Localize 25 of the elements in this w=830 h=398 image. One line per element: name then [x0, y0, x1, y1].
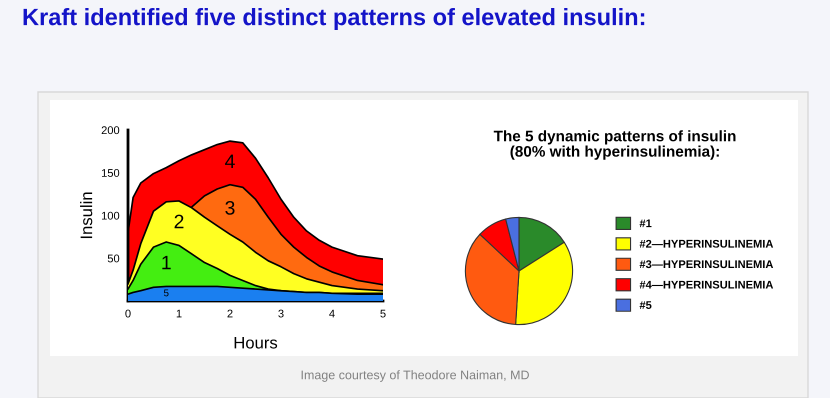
y-axis-title: Insulin [80, 192, 92, 238]
text: Image courtesy of Theodore Naiman, MD [302, 370, 529, 382]
x-tick-label: 1 [176, 310, 182, 318]
chart-title: Kraft identified five distinct patterns of elevated insulin: [24, 8, 644, 30]
series-label: 2 [174, 214, 184, 228]
x-tick-label: 3 [278, 310, 284, 318]
series-label: 3 [225, 200, 235, 215]
x-axis-title: Hours [234, 336, 278, 349]
x-tick-label: 2 [227, 310, 233, 318]
series-label: 4 [225, 154, 235, 168]
y-tick-label: 200 [102, 126, 120, 134]
x-tick-label: 5 [380, 310, 386, 318]
legend-label: #2—HYPERINSULINEMIA [640, 240, 774, 248]
series-label: 5 [164, 290, 169, 296]
x-tick-label: 4 [329, 310, 335, 318]
legend-label: #3—HYPERINSULINEMIA [640, 260, 774, 268]
series-label: 1 [162, 256, 171, 270]
chart-title: The 5 dynamic patterns of insulin (80% with hyperinsulinemia): [494, 130, 736, 160]
legend-label: #1 [640, 219, 652, 228]
y-tick-label: 50 [108, 254, 120, 262]
legend-label: #5 [640, 301, 652, 310]
x-tick-label: 0 [125, 310, 131, 318]
legend-label: #4—HYPERINSULINEMIA [640, 280, 774, 289]
y-tick-label: 100 [102, 212, 120, 220]
y-tick-label: 150 [102, 169, 120, 177]
